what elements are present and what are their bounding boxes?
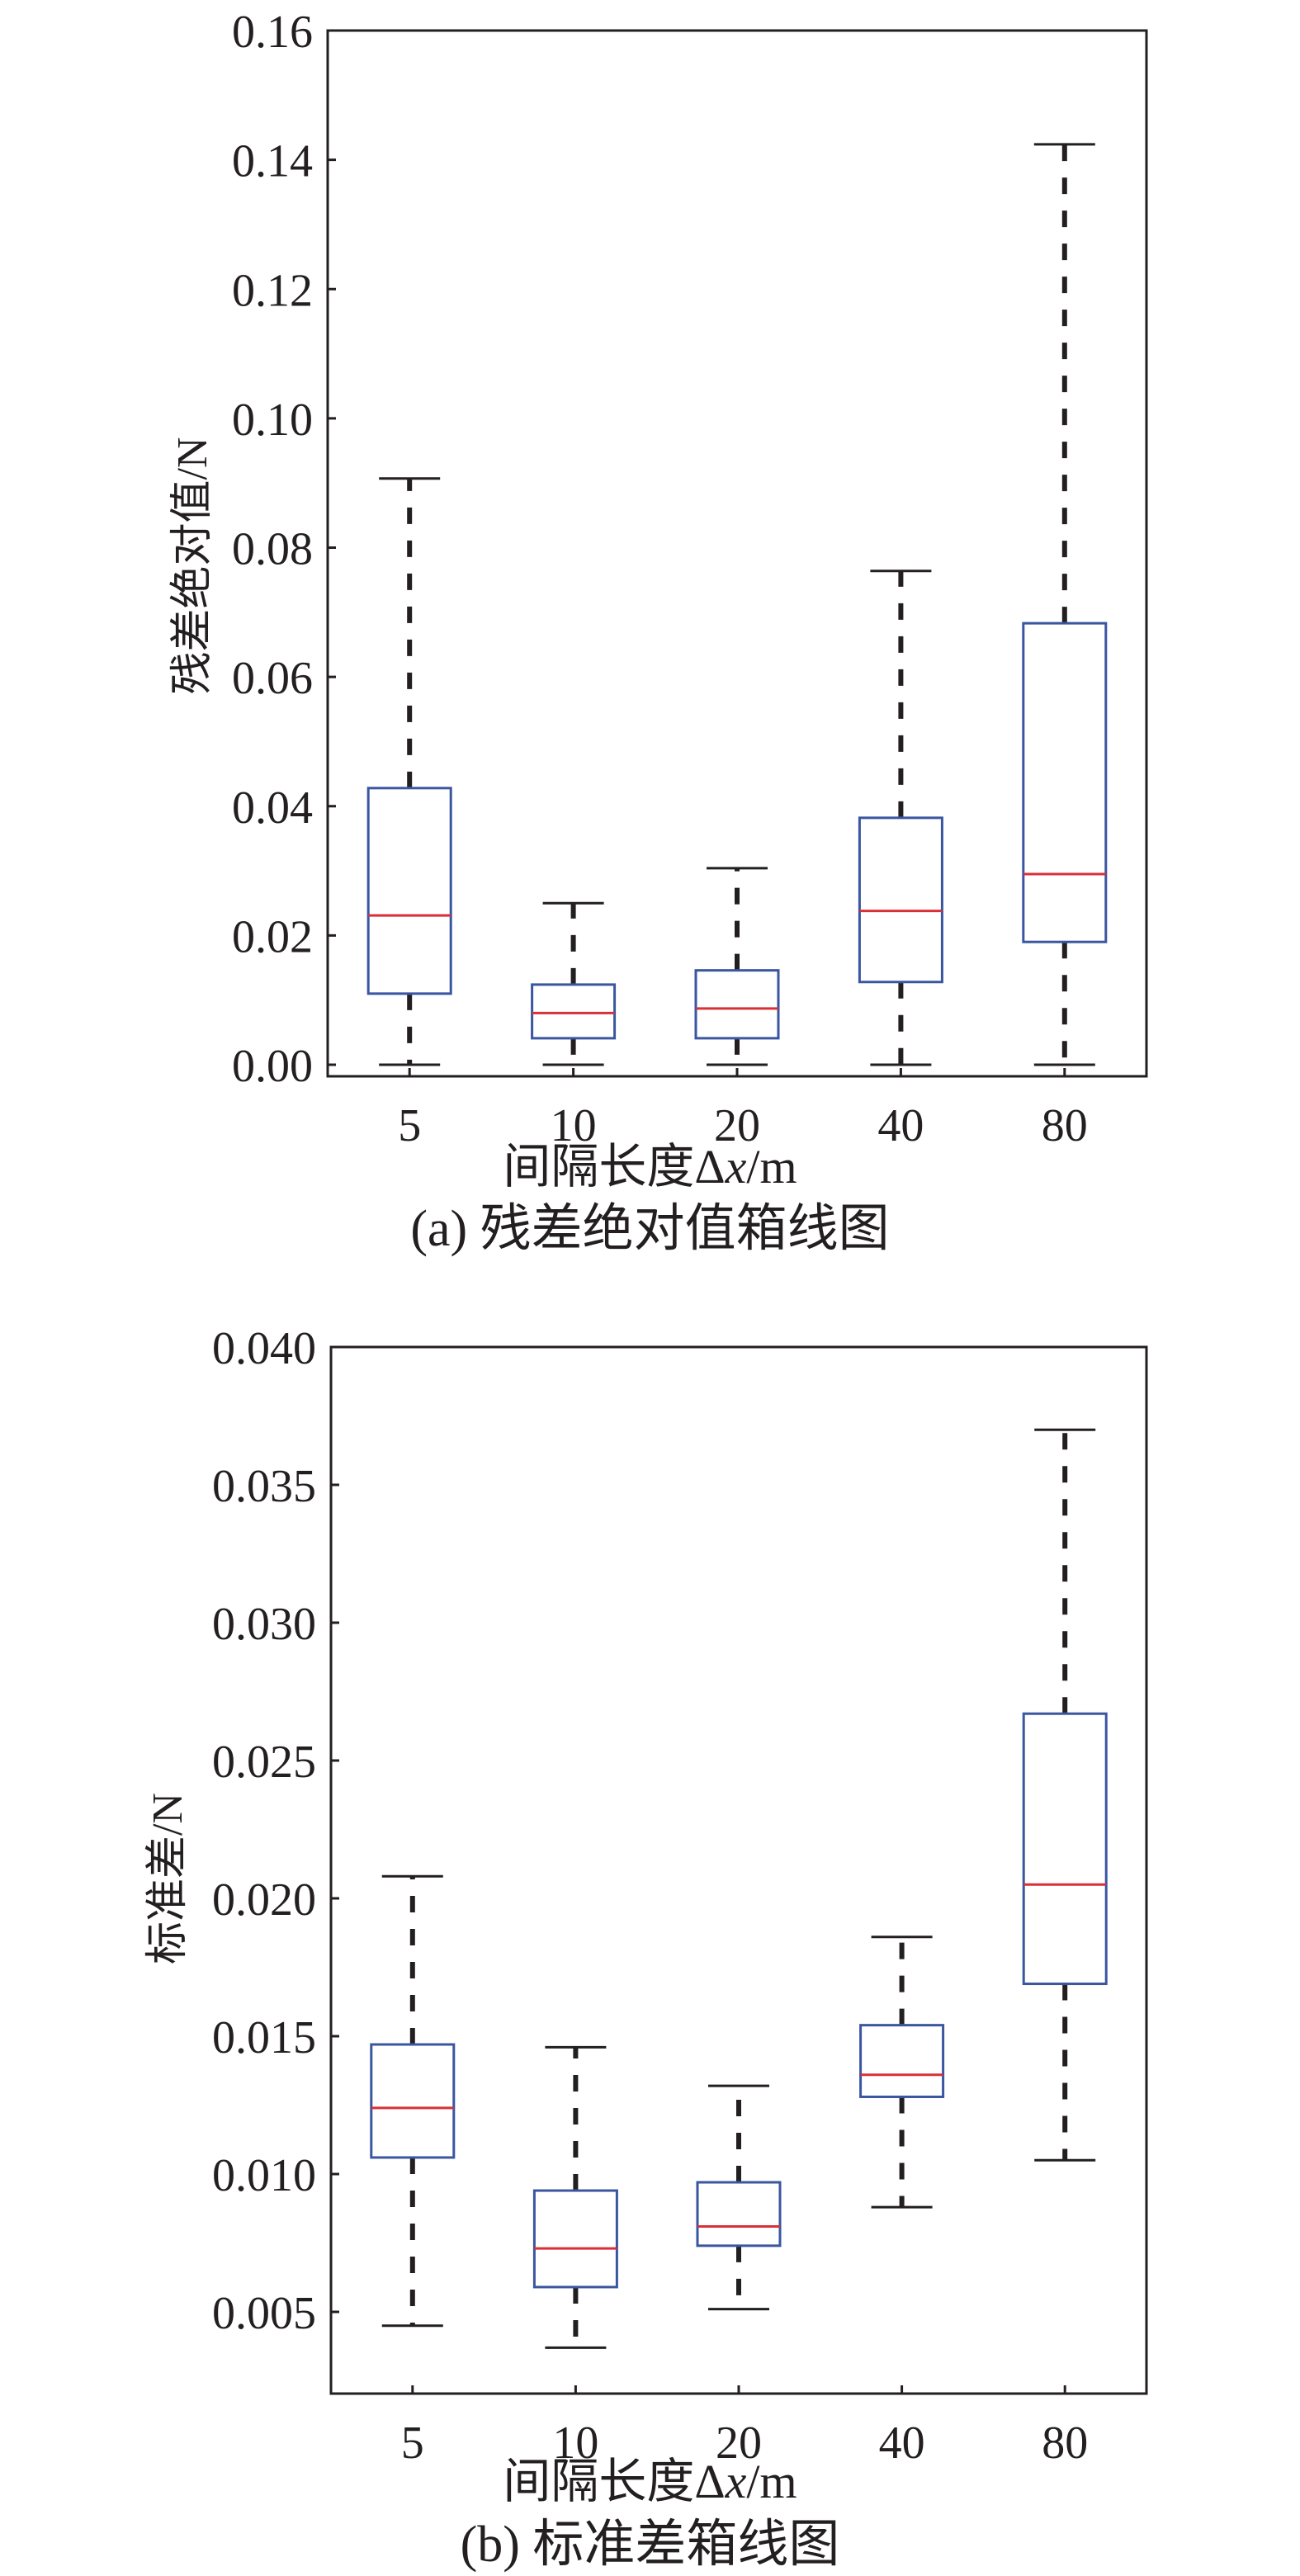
box-10	[532, 2045, 618, 2349]
iqr-box	[532, 2189, 618, 2289]
y-tick-label: 0.040	[212, 1323, 316, 1374]
iqr-box	[858, 816, 943, 984]
box-10	[531, 901, 617, 1066]
caption-b: (b) 标准差箱线图	[460, 2517, 840, 2573]
x-axis-label-a: 间隔长度Δx/m	[0, 1143, 1300, 1191]
x-axis-label-unit: /m	[746, 2455, 797, 2508]
caption-a: (a) 残差绝对值箱线图	[410, 1201, 890, 1257]
iqr-box	[859, 2024, 945, 2098]
box-5	[366, 477, 452, 1066]
box-5	[370, 1874, 456, 2328]
box-80	[1022, 143, 1108, 1066]
y-tick-label: 0.025	[212, 1737, 316, 1788]
y-tick-label: 0.015	[212, 2012, 316, 2063]
box-40	[859, 1936, 945, 2209]
y-tick-label: 0.14	[232, 136, 313, 187]
x-axis-label-text: 间隔长度Δ	[503, 1140, 726, 1193]
box-20	[694, 867, 780, 1066]
x-axis-label-text: 间隔长度Δ	[503, 2455, 726, 2508]
x-axis-label-var: x	[725, 1140, 747, 1193]
y-tick-label: 0.030	[212, 1599, 316, 1650]
iqr-box	[1022, 1712, 1108, 1986]
y-tick-label: 0.04	[232, 782, 313, 834]
x-tick-label: 40	[877, 1100, 924, 1151]
y-tick-label: 0.035	[212, 1461, 316, 1512]
x-tick-label: 10	[552, 2418, 598, 2469]
y-tick-label: 0.16	[232, 7, 313, 58]
x-tick-label: 20	[714, 1100, 760, 1151]
x-tick-label: 10	[551, 1100, 597, 1151]
y-tick-label: 0.10	[232, 395, 313, 446]
box-20	[696, 2084, 782, 2311]
y-tick-label: 0.12	[232, 265, 313, 316]
x-tick-label: 20	[716, 2418, 762, 2469]
x-tick-label: 80	[1042, 2418, 1088, 2469]
y-tick-label: 0.06	[232, 653, 313, 704]
boxplot-std: 0.005 0.010 0.015 0.020 0.025 0.030 0.035 0.040…	[144, 1323, 1148, 2469]
x-tick-label: 80	[1042, 1100, 1088, 1151]
x-axis-label-unit: /m	[746, 1140, 797, 1193]
x-tick-label: 5	[398, 1100, 421, 1151]
iqr-box	[366, 787, 452, 995]
iqr-box	[696, 2181, 782, 2248]
iqr-box	[370, 2043, 456, 2159]
y-axis-label: 标准差/N	[144, 1793, 191, 1964]
panel-a: 0.00 0.02 0.04 0.06 0.08 0.10 0.12 0.14 0.16 5 10 2…	[0, 7, 1300, 1257]
y-tick-label: 0.010	[212, 2150, 316, 2201]
iqr-box	[694, 969, 780, 1040]
y-tick-label: 0.00	[232, 1041, 313, 1092]
y-tick-label: 0.02	[232, 911, 313, 962]
x-tick-label: 40	[879, 2418, 925, 2469]
x-axis-label-var: x	[725, 2455, 747, 2508]
x-axis-label-b: 间隔长度Δx/m	[0, 2458, 1300, 2506]
panel-b: 0.005 0.010 0.015 0.020 0.025 0.030 0.035 0.040…	[0, 1288, 1300, 2576]
y-tick-label: 0.005	[212, 2288, 316, 2339]
iqr-box	[531, 983, 617, 1040]
box-80	[1022, 1428, 1108, 2162]
x-tick-label: 5	[401, 2418, 424, 2469]
boxplot-residual-abs: 0.00 0.02 0.04 0.06 0.08 0.10 0.12 0.14 0.16 5 10 2…	[169, 7, 1148, 1151]
iqr-box	[1022, 622, 1108, 943]
y-tick-label: 0.08	[232, 524, 313, 575]
y-axis-label: 残差绝对值/N	[169, 437, 216, 694]
y-tick-label: 0.020	[212, 1874, 316, 1926]
box-40	[858, 570, 943, 1066]
